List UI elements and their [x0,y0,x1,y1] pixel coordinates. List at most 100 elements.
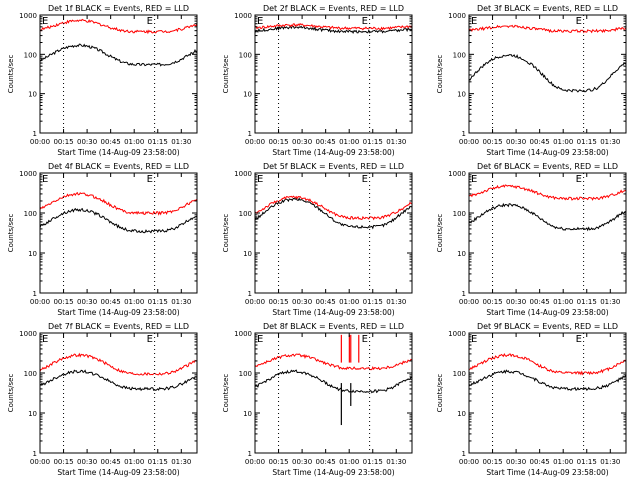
series-line-events [254,369,413,394]
x-tick-label: 01:00 [553,458,573,466]
y-tick-label: 10 [28,91,37,99]
series-line-lld [468,184,627,201]
x-tick-label: 01:30 [171,298,191,306]
panel-1: Det 1f BLACK = Events, RED = LLD Counts/s… [7,4,198,157]
panel-title: Det 6f BLACK = Events, RED = LLD [477,162,618,171]
event-marker: E [362,174,368,185]
series-line-lld [468,353,627,376]
event-marker: E [471,16,477,27]
event-marker: E [147,174,153,185]
x-tick-label: 00:45 [316,138,336,146]
x-axis-label: Start Time (14-Aug-09 23:58:00) [486,308,608,317]
x-axis-label: Start Time (14-Aug-09 23:58:00) [57,148,179,157]
x-tick-label: 01:15 [363,138,383,146]
y-tick-label: 1000 [234,330,252,338]
y-tick-label: 10 [457,91,466,99]
y-tick-label: 1000 [234,12,252,20]
y-tick-label: 1 [248,130,252,138]
event-marker: E [147,334,153,345]
series-line-events [468,54,627,93]
y-axis-label: Counts/sec [436,55,444,94]
x-tick-label: 00:15 [268,138,288,146]
y-tick-label: 10 [457,250,466,258]
x-axis-label: Start Time (14-Aug-09 23:58:00) [57,468,179,477]
x-tick-label: 00:15 [53,458,73,466]
y-tick-label: 100 [24,51,37,59]
series-line-lld [39,18,198,35]
x-tick-label: 00:30 [292,458,312,466]
event-marker: E [257,16,263,27]
y-tick-label: 100 [453,210,466,218]
panel-title: Det 5f BLACK = Events, RED = LLD [263,162,404,171]
x-tick-label: 00:30 [77,138,97,146]
x-tick-label: 00:45 [101,298,121,306]
event-marker: E [362,16,368,27]
panel-title: Det 3f BLACK = Events, RED = LLD [477,4,618,13]
y-axis-label: Counts/sec [222,214,230,253]
y-tick-label: 1000 [234,170,252,178]
x-axis-label: Start Time (14-Aug-09 23:58:00) [57,308,179,317]
y-axis-label: Counts/sec [436,374,444,413]
y-tick-label: 1000 [448,330,466,338]
x-tick-label: 01:00 [339,138,359,146]
y-tick-label: 10 [457,410,466,418]
y-axis-label: Counts/sec [222,55,230,94]
y-tick-label: 10 [28,410,37,418]
x-tick-label: 00:30 [506,298,526,306]
panel-4: Det 4f BLACK = Events, RED = LLD Counts/s… [7,162,198,317]
x-tick-label: 00:30 [77,458,97,466]
y-axis-label: Counts/sec [436,214,444,253]
series-line-lld [254,353,413,371]
x-tick-label: 01:30 [386,458,406,466]
x-tick-label: 00:15 [53,138,73,146]
panel-7: Det 7f BLACK = Events, RED = LLD Counts/s… [7,322,198,477]
y-tick-label: 100 [239,210,252,218]
y-tick-label: 1000 [19,330,37,338]
y-axis-label: Counts/sec [7,374,15,413]
y-tick-label: 1000 [448,170,466,178]
x-tick-label: 01:30 [600,298,620,306]
panel-3: Det 3f BLACK = Events, RED = LLD Counts/s… [436,4,627,157]
series-line-lld [254,195,413,221]
y-tick-label: 100 [453,51,466,59]
series-line-lld [39,352,198,376]
panel-6: Det 6f BLACK = Events, RED = LLD Counts/s… [436,162,627,317]
y-tick-label: 100 [239,51,252,59]
x-tick-label: 00:30 [292,298,312,306]
x-axis-label: Start Time (14-Aug-09 23:58:00) [486,468,608,477]
x-tick-label: 01:30 [386,298,406,306]
series-line-lld [39,191,198,216]
x-tick-label: 01:15 [148,138,168,146]
y-tick-label: 1 [248,290,252,298]
x-tick-label: 00:15 [482,138,502,146]
event-marker: E [471,334,477,345]
panel-title: Det 1f BLACK = Events, RED = LLD [48,4,189,13]
panel-5: Det 5f BLACK = Events, RED = LLD Counts/s… [222,162,413,317]
x-tick-label: 00:00 [245,458,265,466]
x-axis-label: Start Time (14-Aug-09 23:58:00) [486,148,608,157]
x-tick-label: 00:15 [482,458,502,466]
x-tick-label: 00:00 [30,138,50,146]
y-axis-label: Counts/sec [7,55,15,94]
x-tick-label: 01:00 [339,458,359,466]
y-tick-label: 1 [462,450,466,458]
x-tick-label: 00:15 [482,298,502,306]
x-tick-label: 01:15 [148,298,168,306]
plot-frame [39,14,198,134]
panel-title: Det 7f BLACK = Events, RED = LLD [48,322,189,331]
event-marker: E [42,334,48,345]
x-tick-label: 01:15 [363,298,383,306]
event-marker: E [362,334,368,345]
y-tick-label: 1 [33,450,37,458]
y-tick-label: 1000 [19,170,37,178]
panel-8: Det 8f BLACK = Events, RED = LLD Counts/s… [222,322,413,477]
series-line-events [39,369,198,392]
y-tick-label: 100 [239,370,252,378]
x-tick-label: 00:45 [316,458,336,466]
plot-frame [254,332,413,454]
plot-frame [468,172,627,294]
x-tick-label: 00:30 [292,138,312,146]
x-tick-label: 01:15 [148,458,168,466]
x-tick-label: 00:45 [101,138,121,146]
